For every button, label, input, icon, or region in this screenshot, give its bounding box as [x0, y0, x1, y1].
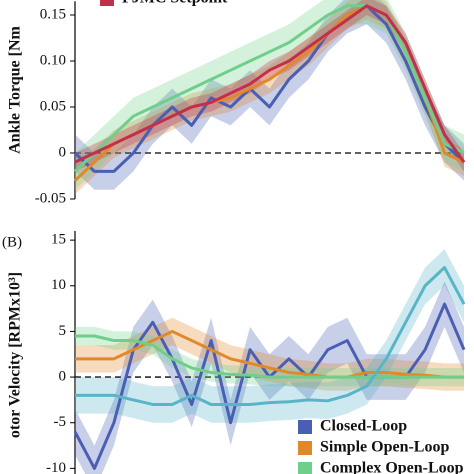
y-axis-label: Ankle Torque [Nm: [7, 25, 24, 153]
y-tick-label: 15: [51, 232, 66, 248]
y-tick-label: 0.10: [40, 52, 66, 68]
band: [75, 0, 464, 190]
band: [75, 0, 464, 190]
y-tick-label: -10: [46, 460, 66, 474]
y-tick-label: 0: [59, 144, 67, 160]
y-axis-label: otor Velocity [RPMx10³]: [7, 272, 24, 438]
legend-swatch: [100, 0, 114, 6]
band: [75, 249, 464, 423]
y-tick-label: -0.05: [35, 190, 66, 206]
legend-swatch: [298, 462, 312, 474]
line: [73, 4, 465, 173]
panel-label: (B): [2, 234, 22, 250]
line: [75, 334, 464, 379]
y-tick-label: -5: [54, 414, 67, 430]
legend-label: Simple Open-Loop: [320, 439, 449, 456]
y-tick-label: 0.05: [40, 98, 66, 114]
legend-swatch: [298, 441, 312, 455]
y-tick-label: 0.15: [40, 6, 66, 22]
y-tick-label: 0: [59, 369, 67, 385]
line: [73, 4, 466, 173]
legend-label: Complex Open-Loop: [320, 460, 464, 474]
line: [74, 4, 466, 164]
y-tick-label: 10: [51, 277, 66, 293]
line: [75, 329, 464, 379]
legend-label: Closed-Loop: [320, 418, 407, 435]
line: [75, 266, 466, 406]
legend-label: PJMC Setpoint: [122, 0, 228, 7]
y-tick-label: 5: [59, 323, 67, 339]
legend-swatch: [298, 420, 312, 434]
